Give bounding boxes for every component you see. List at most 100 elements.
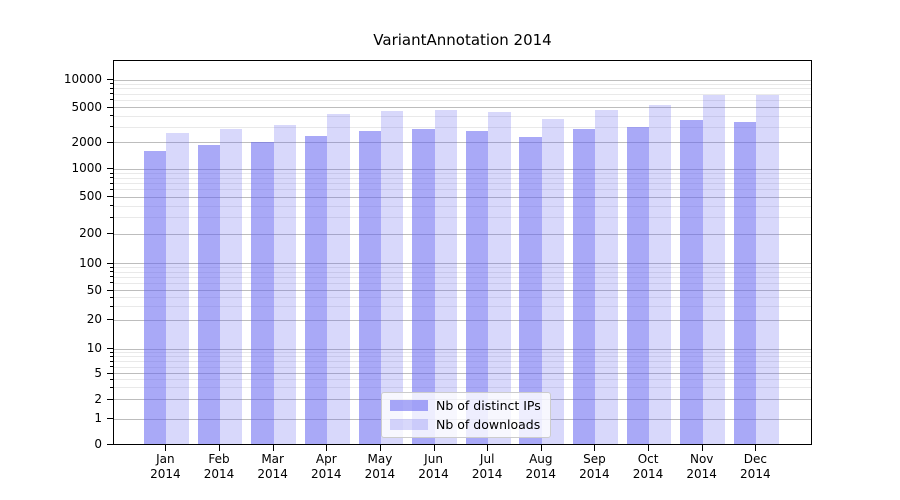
y-minor-tick [110,83,113,85]
bar-mar-distinct-ips [251,142,274,444]
bar-aug-distinct-ips [519,136,542,444]
y-minor-tick [110,355,113,357]
y-tick [107,319,113,320]
y-tick [107,196,113,197]
x-tick [379,445,381,451]
x-tick [326,445,328,451]
major-gridline [114,107,811,109]
x-tick-label-dec: Dec 2014 [740,452,771,481]
bar-jan-downloads [166,132,189,444]
y-tick [107,372,113,374]
y-minor-tick [110,378,113,380]
legend-item-distinct-ips: Nb of distinct IPs [390,398,541,413]
minor-gridline [114,267,811,269]
x-tick [272,445,274,451]
minor-gridline [114,126,811,128]
y-minor-tick [110,182,113,184]
bar-may-distinct-ips [358,131,381,444]
x-tick-label-jul: Jul 2014 [471,452,503,481]
major-gridline [114,348,811,350]
y-tick [107,79,113,80]
x-tick [165,445,167,451]
x-tick [487,445,489,451]
bar-nov-distinct-ips [680,120,703,444]
y-minor-tick [110,87,113,89]
y-tick-label: 5 [94,365,102,380]
minor-gridline [114,361,811,363]
y-tick-label: 20 [86,312,102,326]
minor-gridline [114,366,811,368]
y-minor-tick [110,271,113,273]
bars-layer [114,61,811,444]
x-tick-label-apr: Apr 2014 [311,452,342,481]
minor-gridline [114,352,811,354]
major-gridline [114,142,811,144]
y-tick [107,262,113,264]
x-tick [648,445,650,451]
minor-gridline [114,88,811,90]
minor-gridline [114,189,811,191]
minor-gridline [114,217,811,219]
y-minor-tick [110,296,113,298]
legend-item-downloads: Nb of downloads [390,417,541,432]
y-tick [107,289,113,291]
major-gridline [114,168,811,170]
x-tick [433,445,435,451]
y-minor-tick [110,276,113,278]
legend-label-distinct-ips: Nb of distinct IPs [436,398,541,413]
bar-sep-distinct-ips [573,128,596,444]
y-tick [107,444,113,446]
bar-jan-distinct-ips [144,151,167,444]
y-minor-tick [110,115,113,117]
bar-apr-downloads [327,113,350,444]
x-tick-label-feb: Feb 2014 [203,452,235,481]
y-minor-tick [110,188,113,190]
y-minor-tick [110,266,113,268]
y-tick-label: 2 [94,391,102,406]
minor-gridline [114,177,811,179]
minor-gridline [114,282,811,284]
x-tick-label-aug: Aug 2014 [525,452,557,481]
y-tick-label: 1000 [71,161,102,176]
x-tick-label-oct: Oct 2014 [632,452,664,481]
y-tick-label: 2000 [71,134,102,149]
y-tick-label: 10 [86,341,102,355]
major-gridline [114,290,811,291]
x-tick-label-mar: Mar 2014 [257,452,288,481]
plot-area: Nb of distinct IPs Nb of downloads [113,60,812,445]
y-tick-label: 5000 [71,99,102,114]
major-gridline [114,79,811,81]
y-tick [107,398,113,400]
bar-oct-downloads [649,104,672,444]
major-gridline [114,319,811,321]
bar-may-downloads [380,111,404,444]
y-minor-tick [110,386,113,388]
bar-feb-downloads [220,128,243,444]
x-tick [219,445,221,451]
y-minor-tick [110,305,113,307]
y-minor-tick [110,205,113,206]
bar-dec-downloads [756,95,779,444]
y-tick-label: 500 [79,189,102,203]
y-tick-label: 50 [86,282,102,297]
bar-aug-downloads [541,118,565,444]
x-tick-label-sep: Sep 2014 [579,452,610,481]
y-minor-tick [110,360,113,362]
y-tick-label: 200 [79,226,102,240]
major-gridline [114,373,811,374]
x-tick-label-may: May 2014 [364,452,396,481]
major-gridline [114,263,811,264]
y-minor-tick [110,366,113,368]
y-minor-tick [110,172,113,174]
y-tick [107,348,113,349]
legend: Nb of distinct IPs Nb of downloads [381,392,551,438]
major-gridline [114,196,811,198]
y-tick-label: 10000 [63,72,102,86]
minor-gridline [114,387,811,389]
bar-sep-downloads [595,109,618,444]
y-tick-label: 0 [94,437,102,452]
minor-gridline [114,379,811,381]
x-tick [540,445,542,451]
y-minor-tick [110,93,113,95]
